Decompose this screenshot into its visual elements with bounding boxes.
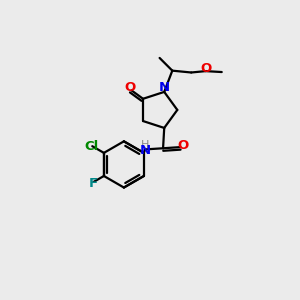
Text: N: N [139, 144, 150, 157]
Text: O: O [124, 81, 135, 94]
Text: O: O [178, 140, 189, 152]
Text: F: F [89, 177, 98, 190]
Text: O: O [200, 61, 212, 75]
Text: Cl: Cl [84, 140, 98, 153]
Text: N: N [159, 81, 170, 94]
Text: H: H [141, 140, 149, 151]
